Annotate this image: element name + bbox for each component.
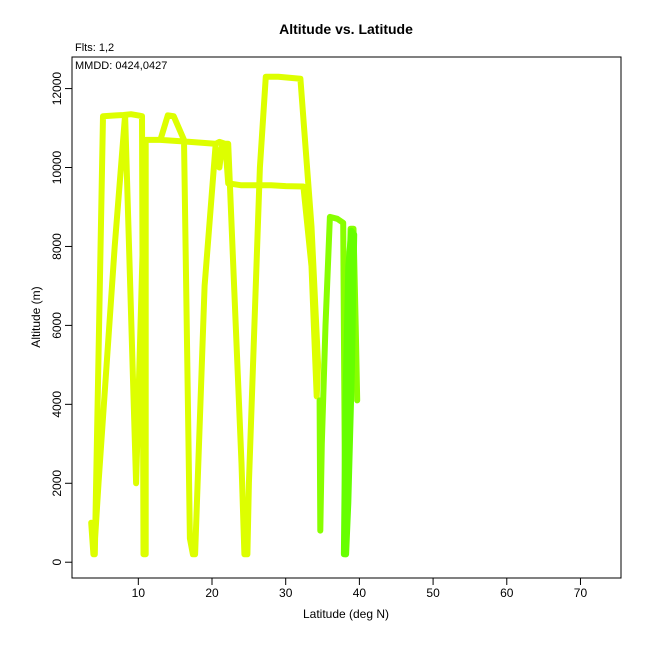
y-tick-label: 10000 bbox=[50, 150, 64, 184]
y-tick-label: 0 bbox=[50, 559, 64, 566]
chart-title: Altitude vs. Latitude bbox=[279, 21, 413, 37]
x-tick-label: 20 bbox=[205, 586, 219, 600]
y-tick-label: 6000 bbox=[50, 312, 64, 339]
y-tick-label: 4000 bbox=[50, 391, 64, 418]
series-layer bbox=[88, 73, 361, 558]
dates-annotation: MMDD: 0424,0427 bbox=[75, 60, 167, 72]
y-axis-label: Altitude (m) bbox=[29, 286, 43, 347]
x-tick-label: 40 bbox=[353, 586, 367, 600]
series-line-3 bbox=[340, 227, 358, 558]
series-line-1 bbox=[88, 73, 322, 558]
x-axis-label: Latitude (deg N) bbox=[303, 607, 389, 621]
x-tick-label: 60 bbox=[500, 586, 514, 600]
flights-annotation: Flts: 1,2 bbox=[75, 42, 114, 54]
x-tick-label: 50 bbox=[426, 586, 440, 600]
y-tick-label: 8000 bbox=[50, 233, 64, 260]
x-tick-label: 30 bbox=[279, 586, 293, 600]
x-tick-label: 10 bbox=[132, 586, 146, 600]
y-tick-label: 2000 bbox=[50, 470, 64, 497]
x-axis: 10 20 30 40 50 60 70 bbox=[132, 577, 588, 600]
y-tick-label: 12000 bbox=[50, 72, 64, 106]
x-tick-label: 70 bbox=[574, 586, 588, 600]
y-axis: 0 2000 4000 6000 8000 10000 12000 bbox=[50, 72, 73, 566]
